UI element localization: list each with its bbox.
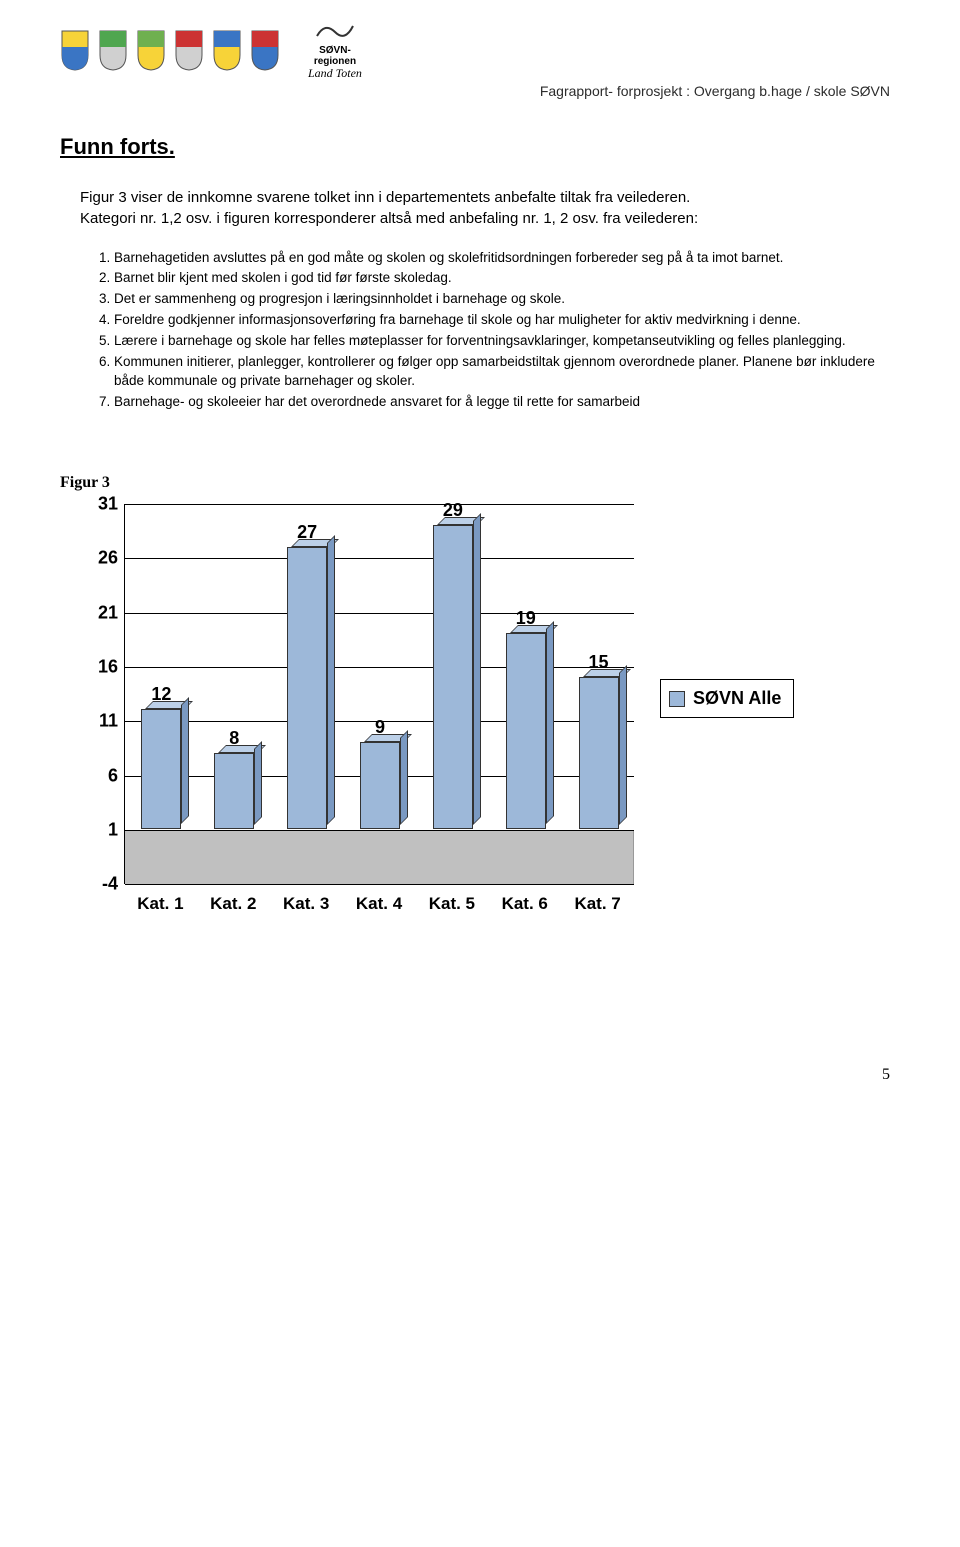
- shield-icon-6: [250, 29, 280, 71]
- region-name-3: Land Toten: [308, 67, 362, 80]
- bar: [433, 525, 473, 829]
- report-header-line: Fagrapport- forprosjekt : Overgang b.hag…: [60, 82, 900, 102]
- list-item: Lærere i barnehage og skole har felles m…: [114, 332, 900, 351]
- list-item: Barnehagetiden avsluttes på en god måte …: [114, 249, 900, 268]
- list-item: Barnet blir kjent med skolen i god tid f…: [114, 269, 900, 288]
- bar-chart: -4161116212631 128279291915 Kat. 1Kat. 2…: [80, 504, 840, 944]
- bar: [287, 547, 327, 829]
- page-number: 5: [60, 1064, 900, 1086]
- region-name-1: SØVN-: [308, 45, 362, 56]
- shield-icon-3: [136, 29, 166, 71]
- y-tick-label: -4: [102, 872, 118, 897]
- y-tick-label: 21: [98, 600, 118, 625]
- region-logo: SØVN- regionen Land Toten: [308, 20, 362, 80]
- bar: [579, 677, 619, 829]
- bar: [360, 742, 400, 829]
- x-tick-label: Kat. 7: [561, 892, 634, 916]
- list-item: Det er sammenheng og progresjon i læring…: [114, 290, 900, 309]
- logo-row: SØVN- regionen Land Toten: [60, 20, 900, 80]
- x-tick-label: Kat. 5: [415, 892, 488, 916]
- y-tick-label: 16: [98, 654, 118, 679]
- list-item: Kommunen initierer, planlegger, kontroll…: [114, 353, 900, 391]
- y-tick-label: 6: [108, 763, 118, 788]
- region-swirl-icon: [315, 20, 355, 42]
- shield-icon-5: [212, 29, 242, 71]
- section-title: Funn forts.: [60, 132, 900, 163]
- y-axis: -4161116212631: [80, 504, 124, 884]
- chart-legend: SØVN Alle: [660, 679, 794, 718]
- shield-icon-1: [60, 29, 90, 71]
- bar-value-label: 12: [151, 682, 171, 707]
- numbered-list: Barnehagetiden avsluttes på en god måte …: [114, 249, 900, 412]
- legend-label: SØVN Alle: [693, 686, 781, 711]
- list-item: Barnehage- og skoleeier har det overordn…: [114, 393, 900, 412]
- x-tick-label: Kat. 3: [270, 892, 343, 916]
- bar: [506, 633, 546, 828]
- bar-value-label: 19: [516, 606, 536, 631]
- legend-swatch: [669, 691, 685, 707]
- bar: [141, 709, 181, 828]
- y-tick-label: 31: [98, 492, 118, 517]
- bar-value-label: 27: [297, 520, 317, 545]
- plot-area: 128279291915: [124, 504, 634, 884]
- y-tick-label: 1: [108, 817, 118, 842]
- x-axis-labels: Kat. 1Kat. 2Kat. 3Kat. 4Kat. 5Kat. 6Kat.…: [124, 892, 634, 916]
- figure-label: Figur 3: [60, 472, 900, 494]
- list-item: Foreldre godkjenner informasjonsoverføri…: [114, 311, 900, 330]
- bar: [214, 753, 254, 829]
- shield-icon-4: [174, 29, 204, 71]
- x-tick-label: Kat. 2: [197, 892, 270, 916]
- x-tick-label: Kat. 4: [343, 892, 416, 916]
- bar-value-label: 8: [229, 726, 239, 751]
- y-tick-label: 11: [99, 709, 118, 734]
- shield-icon-2: [98, 29, 128, 71]
- x-tick-label: Kat. 1: [124, 892, 197, 916]
- bar-value-label: 15: [589, 650, 609, 675]
- x-tick-label: Kat. 6: [488, 892, 561, 916]
- bar-value-label: 29: [443, 498, 463, 523]
- intro-paragraph: Figur 3 viser de innkomne svarene tolket…: [80, 187, 900, 229]
- y-tick-label: 26: [98, 546, 118, 571]
- bar-value-label: 9: [375, 715, 385, 740]
